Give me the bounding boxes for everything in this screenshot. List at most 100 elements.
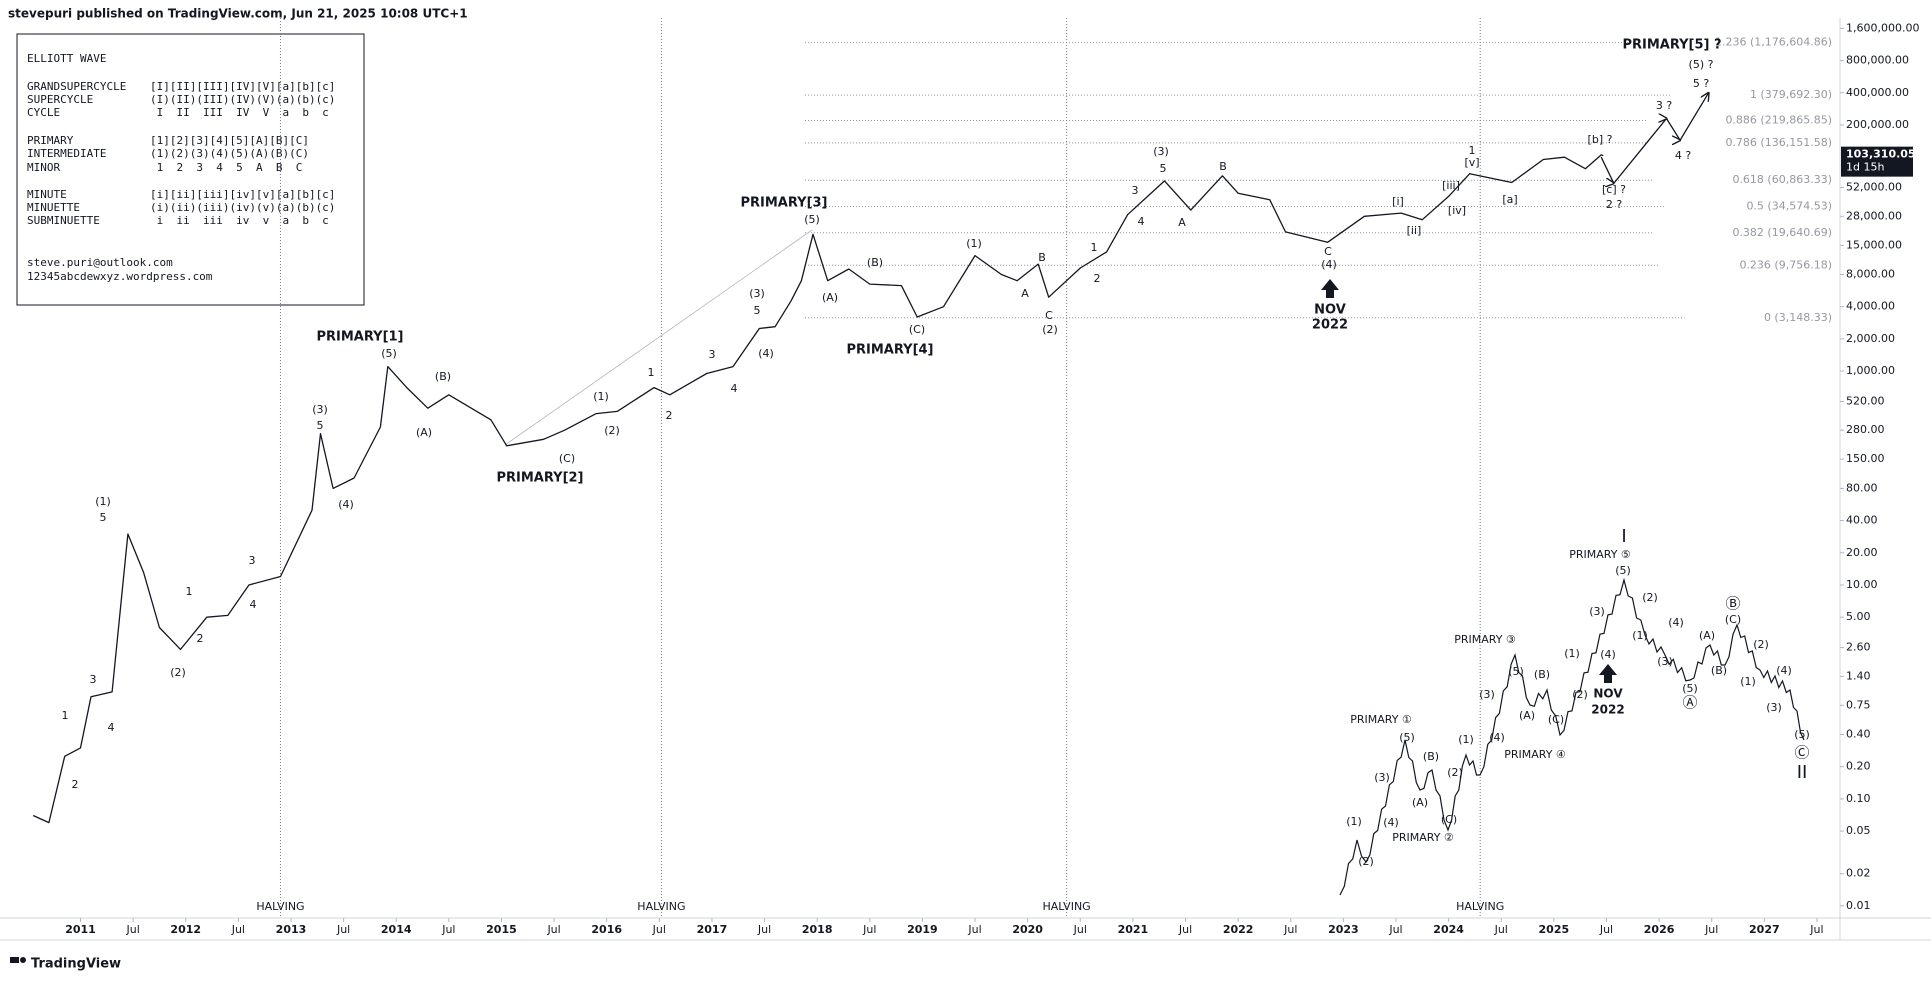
inset-label: (5) — [1615, 564, 1631, 577]
wave-label: [b] ? — [1588, 133, 1613, 146]
trend-line — [504, 229, 813, 446]
x-tick-label: Jul — [231, 923, 245, 936]
legend-level: MINOR — [27, 161, 60, 174]
wave-label: 1 — [186, 585, 193, 598]
y-tick-label: 40.00 — [1846, 514, 1878, 527]
legend-symbols: i ii iii iv v a b c — [150, 214, 329, 227]
wave-label: 3 — [90, 673, 97, 686]
x-tick-label: 2024 — [1433, 923, 1464, 936]
legend-symbols: I II III IV V a b c — [150, 106, 329, 119]
wave-label: 4 — [1138, 215, 1145, 228]
y-tick-label: 28,000.00 — [1846, 209, 1902, 222]
y-tick-label: 10.00 — [1846, 578, 1878, 591]
wave-label: 5 — [1160, 162, 1167, 175]
x-tick-label: Jul — [862, 923, 876, 936]
x-tick-label: 2016 — [591, 923, 622, 936]
wave-label: 3 ? — [1656, 99, 1672, 112]
wave-label: (C) — [559, 452, 575, 465]
inset-label: PRIMARY ③ — [1454, 633, 1516, 646]
wave-label: (3) — [1153, 145, 1169, 158]
y-tick-label: 400,000.00 — [1846, 86, 1909, 99]
wave-label: [iv] — [1448, 204, 1466, 217]
x-tick-label: Jul — [1178, 923, 1192, 936]
wave-label: (C) — [909, 323, 925, 336]
x-tick-label: 2027 — [1749, 923, 1780, 936]
inset-label: (3) — [1766, 701, 1782, 714]
x-tick-label: Jul — [1599, 923, 1613, 936]
fib-level-label: 0.5 (34,574.53) — [1746, 199, 1832, 212]
inset-label: (2) — [1447, 766, 1463, 779]
x-tick-label: Jul — [125, 923, 139, 936]
x-tick-label: Jul — [441, 923, 455, 936]
wave-label: (4) — [1321, 258, 1337, 271]
wave-label: A — [1021, 287, 1029, 300]
wave-label: (5) — [381, 347, 397, 360]
wave-label: 5 — [100, 511, 107, 524]
legend-level: PRIMARY — [27, 134, 74, 147]
wave-label: 2 — [72, 778, 79, 791]
wave-label: 1 — [648, 366, 655, 379]
x-tick-label: 2019 — [907, 923, 938, 936]
x-tick-label: Jul — [1388, 923, 1402, 936]
wave-label: (1) — [966, 237, 982, 250]
y-tick-label: 0.05 — [1846, 824, 1871, 837]
inset-label: PRIMARY ② — [1392, 831, 1454, 844]
legend-contact: steve.puri@outlook.com — [27, 256, 173, 269]
x-tick-label: 2012 — [170, 923, 201, 936]
wave-label: 4 ? — [1675, 149, 1691, 162]
wave-label: (1) — [593, 390, 609, 403]
inset-label: (5) — [1682, 682, 1698, 695]
wave-label: [iii] — [1442, 179, 1460, 192]
legend-symbols: [1][2][3][4][5][A][B][C] — [150, 134, 309, 147]
inset-label: (3) — [1479, 688, 1495, 701]
last-price-tag — [1841, 146, 1913, 177]
halving-label: HALVING — [637, 900, 685, 913]
wave-label: [ii] — [1407, 224, 1422, 237]
wave-label: PRIMARY[1] — [316, 330, 403, 345]
wave-label: 1 — [1091, 241, 1098, 254]
wave-label: 3 — [249, 554, 256, 567]
legend-level: CYCLE — [27, 106, 60, 119]
y-tick-label: 0.75 — [1846, 698, 1871, 711]
last-price-label: 103,310.05 — [1846, 148, 1916, 161]
wave-label: PRIMARY[2] — [496, 471, 583, 486]
inset-wave — [1339, 577, 1805, 896]
fib-level-label: 0.886 (219,865.85) — [1725, 114, 1832, 127]
wave-label: [c] ? — [1602, 183, 1626, 196]
halving-label: HALVING — [1042, 900, 1090, 913]
wave-label: PRIMARY[5] ? — [1622, 38, 1721, 53]
y-tick-label: 150.00 — [1846, 452, 1885, 465]
inset-label: II — [1797, 762, 1808, 783]
wave-label: (B) — [867, 256, 883, 269]
wave-label: (2) — [1042, 323, 1058, 336]
x-tick-label: Jul — [1073, 923, 1087, 936]
x-tick-label: 2023 — [1328, 923, 1359, 936]
inset-label: (B) — [1534, 668, 1550, 681]
inset-label: Ⓐ — [1682, 694, 1697, 712]
wave-label: (3) — [312, 403, 328, 416]
inset-label: (C) — [1725, 613, 1741, 626]
y-tick-label: 520.00 — [1846, 394, 1885, 407]
inset-label: (3) — [1657, 655, 1673, 668]
y-tick-label: 0.10 — [1846, 792, 1871, 805]
y-tick-label: 0.01 — [1846, 899, 1871, 912]
inset-label: Ⓑ — [1725, 595, 1740, 613]
legend-level: MINUTE — [27, 188, 67, 201]
inset-label: (2) — [1358, 855, 1374, 868]
y-tick-label: 1,600,000.00 — [1846, 21, 1919, 34]
wave-label: [i] — [1392, 195, 1404, 208]
inset-label: (1) — [1564, 647, 1580, 660]
legend-title: ELLIOTT WAVE — [27, 52, 106, 65]
inset-label: (1) — [1346, 815, 1362, 828]
footer-logo: TradingView — [10, 957, 121, 972]
wave-label: (3) — [749, 287, 765, 300]
legend-box: ELLIOTT WAVE GRANDSUPERCYCLE [I][II][III][… — [16, 33, 365, 306]
x-tick-label: 2026 — [1644, 923, 1675, 936]
wave-label: (2) — [170, 666, 186, 679]
inset-label: (1) — [1632, 629, 1648, 642]
y-tick-label: 800,000.00 — [1846, 54, 1909, 67]
x-tick-label: 2022 — [1223, 923, 1254, 936]
x-tick-label: Jul — [1494, 923, 1508, 936]
wave-label: 2 — [197, 632, 204, 645]
